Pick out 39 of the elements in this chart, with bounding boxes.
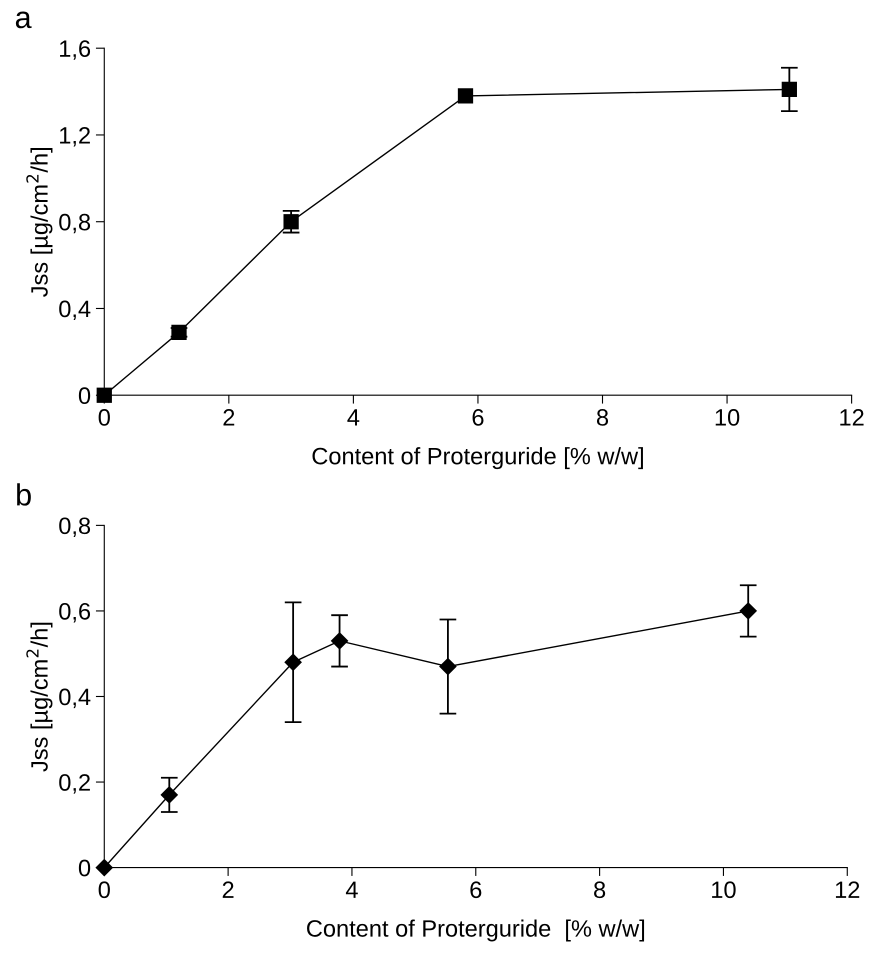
point — [160, 786, 178, 804]
y-tick-label: 0,4 — [59, 688, 90, 708]
y-tick-label: 0 — [78, 387, 90, 404]
chart-title: a — [16, 12, 32, 28]
y-axis-title: Jss [µg/cm$^{2}$/h] — [26, 622, 52, 772]
x-tick-label: 8 — [596, 409, 608, 426]
point — [458, 88, 474, 104]
x-tick-label: 4 — [346, 882, 358, 898]
x-tick-label: 10 — [716, 409, 740, 426]
x-tick-label: 12 — [836, 881, 860, 898]
x-tick-label: 0 — [98, 881, 110, 898]
x-tick-label: 10 — [712, 881, 736, 898]
x-tick-label: 0 — [98, 409, 110, 426]
y-tick-label: 0,6 — [59, 603, 90, 623]
point — [96, 859, 113, 876]
point — [331, 632, 348, 650]
x-tick-label: 12 — [840, 409, 864, 426]
chart-title: b — [17, 483, 31, 506]
x-axis-title: Content of Proterguride [% w/w] — [312, 447, 643, 470]
point — [284, 654, 302, 671]
y-tick-label: 0,2 — [59, 774, 90, 794]
x-tick-label: 2 — [223, 409, 234, 426]
y-tick-label: 1,6 — [60, 40, 90, 60]
x-tick-label: 6 — [472, 409, 484, 426]
y-tick-label: 0 — [78, 860, 90, 876]
y-tick-label: 0,4 — [59, 300, 90, 320]
x-tick-label: 6 — [470, 881, 482, 898]
point — [740, 602, 757, 620]
point — [439, 658, 456, 676]
x-tick-label: 8 — [594, 881, 606, 898]
y-tick-label: 0,8 — [59, 214, 90, 234]
y-axis-title: Jss [µg/cm$^{2}$/h] — [26, 148, 52, 297]
point — [283, 214, 299, 230]
x-tick-label: 2 — [222, 881, 234, 898]
x-tick-label: 4 — [347, 409, 360, 426]
point — [782, 82, 797, 98]
y-tick-label: 0,8 — [59, 517, 90, 537]
y-tick-label: 1,2 — [60, 127, 90, 147]
x-axis-title: Content of Proterguride [% w/w] — [307, 919, 644, 942]
